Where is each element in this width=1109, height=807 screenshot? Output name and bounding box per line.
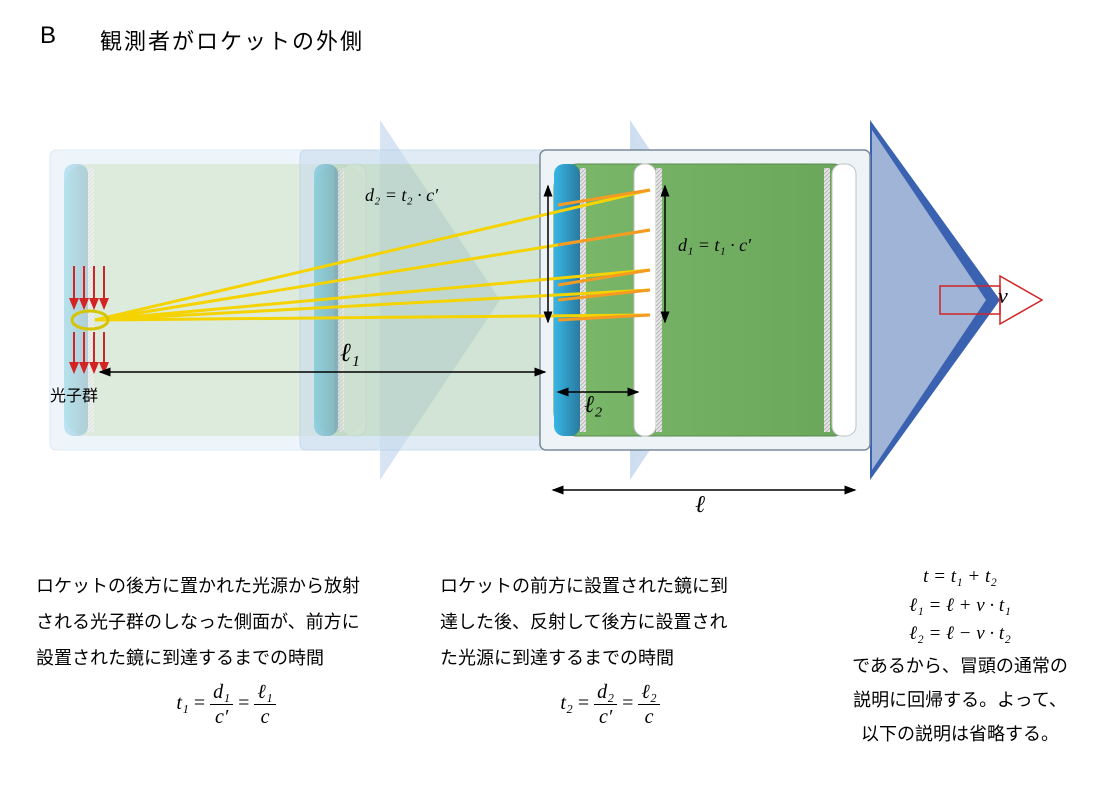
v-label: v — [998, 283, 1008, 309]
desc-mid-eq: t₂ = d₂c′ = ℓ₂c — [440, 680, 780, 729]
desc-left-eq: t₁ = d₁c′ = ℓ₁c — [36, 680, 416, 729]
desc-left-line1: ロケットの後方に置かれた光源から放射 — [36, 568, 416, 604]
rocket-solid — [540, 120, 1000, 480]
panel-label: B — [40, 22, 56, 50]
l2-label: ℓ₂ — [584, 392, 602, 419]
l1-label: ℓ₁ — [340, 338, 360, 368]
desc-right: t = t₁ + t₂ ℓ₁ = ℓ + v · t₁ ℓ₂ = ℓ − v ·… — [830, 563, 1090, 751]
desc-left-line2: される光子群のしなった側面が、前方に — [36, 604, 416, 640]
desc-right-line1: であるから、冒頭の通常の — [830, 649, 1090, 683]
d1-equation-label: d₁ = t₁ · c′ — [678, 235, 751, 256]
rocket-diagram: d₂ = t₂ · c′ d₁ = t₁ · c′ ℓ₁ ℓ₂ ℓ v 光子群 — [40, 90, 1070, 520]
desc-right-eq1: t = t₁ + t₂ — [830, 563, 1090, 592]
desc-right-line3: 以下の説明は省略する。 — [830, 717, 1090, 751]
desc-mid: ロケットの前方に設置された鏡に到 達した後、反射して後方に設置され た光源に到達… — [440, 568, 780, 729]
page-title: 観測者がロケットの外側 — [100, 24, 364, 56]
d2-equation-label: d₂ = t₂ · c′ — [365, 185, 438, 206]
desc-mid-line3: た光源に到達するまでの時間 — [440, 640, 780, 676]
desc-right-eq2: ℓ₁ = ℓ + v · t₁ — [830, 592, 1090, 621]
l-label: ℓ — [695, 492, 705, 519]
desc-left-line3: 設置された鏡に到達するまでの時間 — [36, 640, 416, 676]
source-label: 光子群 — [50, 382, 98, 406]
desc-right-eq3: ℓ₂ = ℓ − v · t₂ — [830, 620, 1090, 649]
diagram-svg — [40, 90, 1070, 520]
desc-mid-line1: ロケットの前方に設置された鏡に到 — [440, 568, 780, 604]
desc-left: ロケットの後方に置かれた光源から放射 される光子群のしなった側面が、前方に 設置… — [36, 568, 416, 729]
desc-mid-line2: 達した後、反射して後方に設置され — [440, 604, 780, 640]
desc-right-line2: 説明に回帰する。よって、 — [830, 683, 1090, 717]
